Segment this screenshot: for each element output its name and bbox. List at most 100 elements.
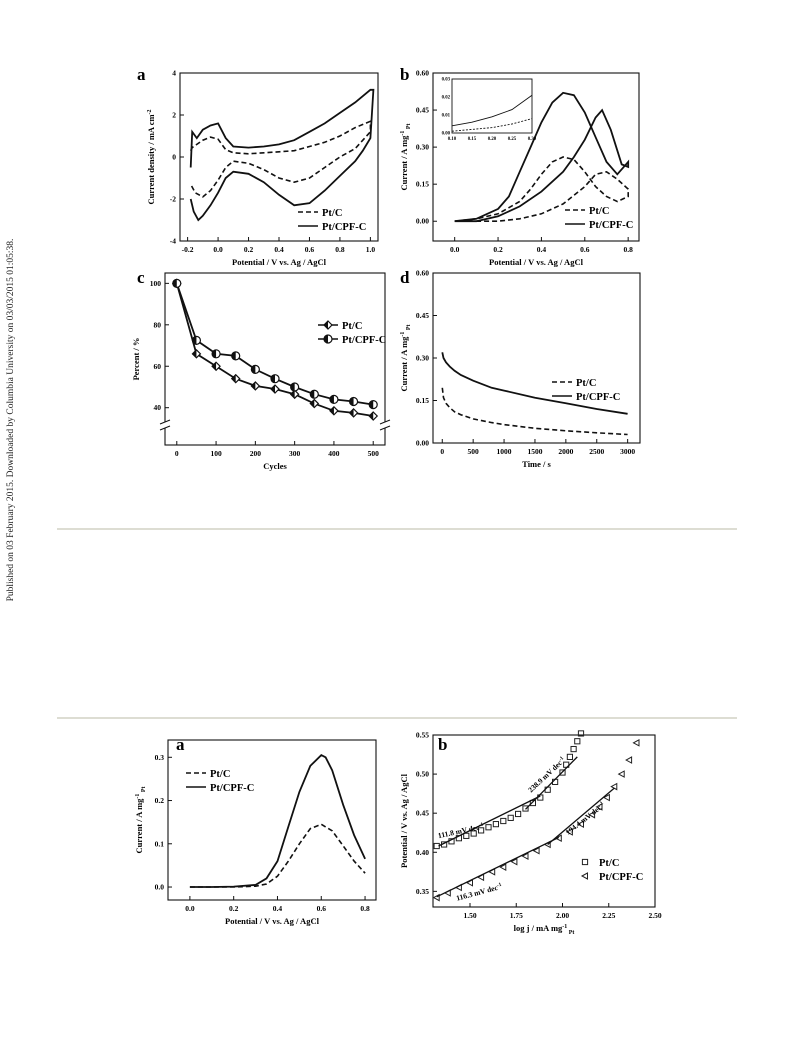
x-tick-label: 1.75 — [510, 911, 523, 920]
data-point-1-3-fill — [212, 362, 217, 371]
x-tick-label: 3000 — [620, 447, 635, 456]
data-point-2-6-fill — [271, 374, 275, 383]
chart-panel-1: a -0.2 0.0 0.2 0.4 0.6 0.8 1.0 -4 -2 0 2 4 Potential … — [137, 65, 379, 267]
y-tick-label: 80 — [154, 320, 162, 329]
data-point-2-7-fill — [290, 382, 295, 391]
y-tick-label: -4 — [170, 237, 176, 246]
chart-panel-6: b 1.50 1.75 2.00 2.25 2.50 0.35 0.40 0.45 0.50 0.5… — [399, 730, 662, 936]
x-tick-label: 0.0 — [185, 904, 195, 913]
data-point-2-1-fill — [172, 279, 177, 288]
y-tick-label: 0.15 — [416, 180, 429, 189]
data-point-1-14 — [529, 799, 536, 807]
legend-label-1: Pt/C — [599, 858, 619, 869]
panel-letter: b — [400, 65, 409, 84]
inset-x-tick-label: 0.10 — [448, 137, 457, 142]
x-tick-label: 1.0 — [366, 245, 376, 254]
x-tick-label: 2.50 — [648, 911, 661, 920]
data-point-1-23 — [577, 730, 585, 737]
data-point-1-20 — [566, 753, 573, 760]
x-axis-label: Potential / V vs. Ag / AgCl — [225, 916, 320, 926]
x-tick-label: 0.4 — [537, 245, 547, 254]
data-point-1-5-fill — [251, 381, 256, 390]
data-point-1-10-fill — [349, 408, 354, 417]
y-axis-label: Current / A mg-1 Pt — [399, 325, 412, 392]
y-tick-label: 0.45 — [416, 311, 429, 320]
slope-annotation-1: 111.8 mV dec-1 — [437, 822, 485, 841]
y-tick-label: 0.50 — [416, 770, 429, 779]
chart-panel-3: c 0 100 200 300 400 500 40 60 80 100 Cycles Percent … — [131, 268, 391, 471]
x-tick-label: 2.25 — [602, 911, 615, 920]
y-tick-label: 0.3 — [155, 753, 165, 762]
x-tick-label: 0.4 — [274, 245, 284, 254]
inset-x-tick-label: 0.25 — [508, 137, 517, 142]
y-tick-label: -2 — [170, 195, 176, 204]
data-point-2-1 — [432, 893, 440, 902]
x-tick-label: 200 — [250, 449, 262, 458]
x-tick-label: 0.0 — [450, 245, 460, 254]
data-point-1-9-fill — [329, 406, 334, 415]
data-point-1-21 — [570, 745, 577, 753]
data-point-2-7 — [499, 863, 507, 871]
y-tick-label: 0.60 — [416, 269, 429, 278]
legend-marker-2 — [580, 872, 588, 880]
legend-label-1: Pt/C — [210, 769, 230, 780]
legend-label-1: Pt/C — [342, 321, 362, 332]
y-tick-label: 0.2 — [155, 796, 165, 805]
inset-y-tick-label: 0.03 — [442, 78, 451, 83]
y-axis-label: Current / A mg-1 Pt — [134, 787, 147, 854]
y-axis-label: Percent / % — [131, 338, 141, 381]
y-tick-label: 0.0 — [155, 883, 165, 892]
data-point-2-4-fill — [231, 351, 236, 360]
y-tick-label: 2 — [172, 111, 176, 120]
data-point-1-22 — [574, 738, 581, 745]
data-point-2-9-fill — [329, 395, 334, 404]
legend-label-1: Pt/C — [576, 378, 596, 389]
x-tick-label: 2500 — [589, 447, 604, 456]
section-divider-top — [57, 528, 737, 530]
inset-y-tick-label: 0.02 — [442, 96, 451, 101]
legend-label-1: Pt/C — [589, 206, 609, 217]
y-tick-label: 60 — [154, 362, 162, 371]
x-tick-label: 500 — [368, 449, 380, 458]
legend-label-2: Pt/CPF-C — [599, 872, 643, 883]
plot-frame — [432, 272, 641, 444]
x-tick-label: 0 — [175, 449, 179, 458]
panel-letter: a — [137, 65, 146, 84]
x-tick-label: 0.2 — [493, 245, 503, 254]
y-tick-label: 0.40 — [416, 848, 429, 857]
data-point-2-10-fill — [349, 397, 354, 406]
chart-panel-4: d 0 500 1000 1500 2000 2500 3000 0.00 0.15 0.30 0.4… — [399, 268, 641, 469]
data-point-1-6 — [470, 830, 477, 837]
x-tick-label: 0.2 — [244, 245, 254, 254]
x-axis-label: Cycles — [263, 461, 287, 471]
data-point-2-2-fill — [192, 336, 197, 345]
y-tick-label: 0.30 — [416, 143, 429, 152]
data-point-2-21 — [632, 738, 640, 747]
data-point-1-11 — [507, 814, 514, 821]
legend-label-1: Pt/C — [322, 208, 342, 219]
legend-marker-2-fill — [324, 335, 328, 343]
data-point-2-3-fill — [212, 349, 217, 358]
fit-line-3 — [436, 836, 560, 898]
x-tick-label: 400 — [328, 449, 340, 458]
axis-break-mark — [159, 425, 171, 431]
legend-label-2: Pt/CPF-C — [589, 220, 633, 231]
fit-line-1 — [438, 795, 541, 847]
series-line-1 — [189, 823, 366, 888]
axis-break-mark — [379, 419, 391, 425]
series-line-1 — [441, 387, 628, 436]
axis-break-gap — [161, 422, 169, 428]
data-point-1-11-fill — [369, 411, 374, 420]
panel-letter: a — [176, 735, 185, 754]
y-axis-label: Current density / mA cm-2 — [146, 109, 156, 204]
panel-letter: d — [400, 268, 410, 287]
y-axis-label: Current / A mg-1 Pt — [399, 124, 412, 191]
axis-break-mark — [159, 419, 171, 425]
x-tick-label: 0 — [440, 447, 444, 456]
legend-label-2: Pt/CPF-C — [322, 222, 366, 233]
x-axis-label: Potential / V vs. Ag / AgCl — [489, 257, 584, 267]
data-point-2-11-fill — [369, 400, 374, 409]
chart-panel-2: b 0.0 0.2 0.4 0.6 0.8 0.00 0.15 0.30 0.45 0.60 Pote… — [399, 65, 640, 267]
y-axis-label: Potential / V vs. Ag / AgCl — [399, 773, 409, 868]
section-divider-bottom — [57, 717, 737, 719]
